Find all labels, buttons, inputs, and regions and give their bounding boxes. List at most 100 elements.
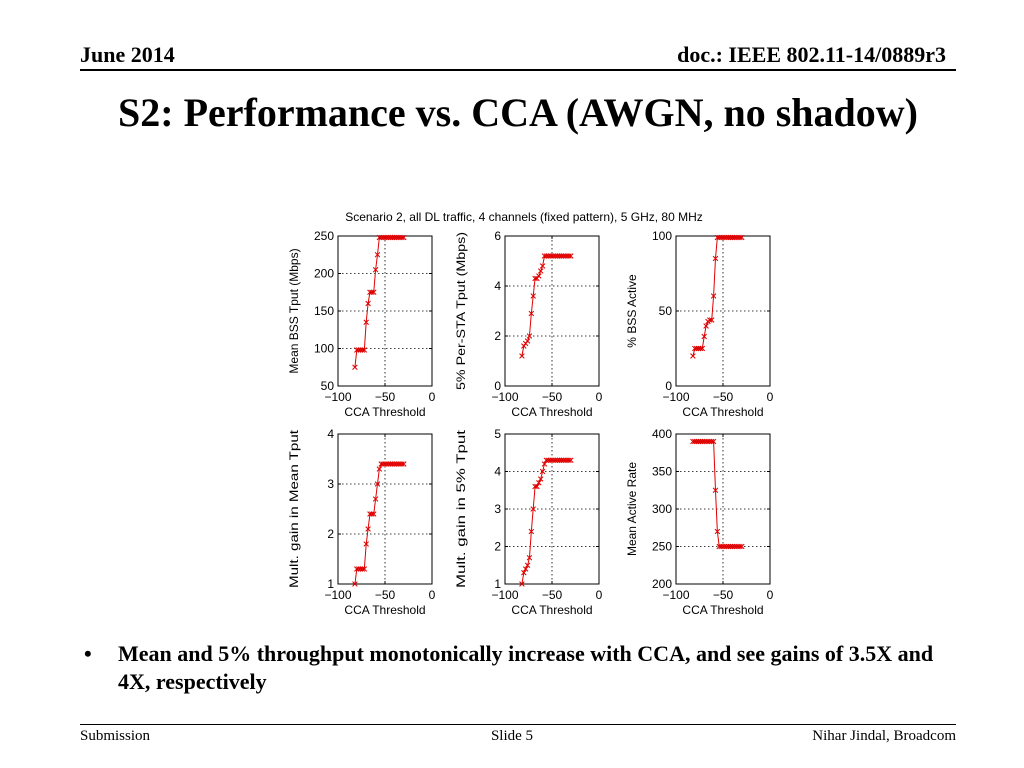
data-point-marker: [737, 543, 743, 550]
y-tick-label: 4: [494, 465, 501, 479]
data-point-marker: [526, 333, 533, 339]
y-tick-label: 4: [494, 279, 501, 293]
data-point-marker: [710, 293, 717, 299]
header-rule: [80, 69, 956, 71]
data-point-marker: [712, 487, 719, 494]
data-point-marker: [712, 255, 719, 262]
data-point-marker: [376, 466, 383, 472]
x-tick-label: −50: [375, 588, 396, 602]
x-tick-label: 0: [767, 588, 774, 602]
y-tick-label: 3: [494, 502, 501, 516]
subplot-3: −100 −50 0 0 50 100 CCA Threshold % BSS Active: [625, 229, 774, 419]
data-point-marker: [361, 566, 368, 572]
figure: Scenario 2, all DL traffic, 4 channels (…: [255, 204, 795, 618]
subplot-1: −100 −50 0 50 100 150 200 250 CCA Threshold Mean …: [287, 229, 436, 419]
y-axis-label: 5% Per-STA Tput (Mbps): [454, 232, 468, 390]
data-point-marker: [374, 481, 381, 487]
y-tick-label: 200: [314, 267, 334, 281]
y-tick-label: 1: [327, 577, 334, 591]
data-point-marker: [401, 234, 407, 241]
data-point-marker: [372, 496, 379, 502]
figure-suptitle: Scenario 2, all DL traffic, 4 channels (…: [345, 210, 703, 224]
data-point-marker: [522, 566, 529, 572]
data-point-marker: [519, 353, 525, 359]
data-point-marker: [359, 347, 366, 353]
x-tick-label: −100: [324, 588, 351, 602]
data-point-marker: [372, 266, 379, 273]
data-point-marker: [697, 345, 704, 352]
y-tick-label: 50: [321, 379, 335, 393]
bullet-item: Mean and 5% throughput monotonically inc…: [80, 640, 944, 696]
x-tick-label: 0: [429, 588, 436, 602]
data-point-marker: [524, 338, 531, 344]
y-tick-label: 3: [327, 477, 334, 491]
x-axis-label: CCA Threshold: [344, 603, 425, 617]
y-tick-label: 0: [494, 379, 501, 393]
data-point-marker: [539, 263, 546, 269]
data-point-marker: [530, 506, 536, 512]
data-point-marker: [566, 253, 572, 259]
plot-area: [505, 434, 599, 584]
y-tick-label: 2: [327, 527, 334, 541]
data-point-marker: [526, 554, 533, 561]
data-point-marker: [401, 461, 407, 467]
y-tick-label: 1: [494, 577, 501, 591]
y-tick-label: 4: [327, 427, 334, 441]
data-point-marker: [359, 566, 366, 572]
x-axis-label: CCA Threshold: [682, 603, 763, 617]
y-tick-label: 100: [314, 342, 334, 356]
header-date: June 2014: [80, 42, 175, 67]
y-tick-label: 400: [652, 427, 672, 441]
data-point-marker: [737, 234, 743, 241]
x-axis-label: CCA Threshold: [682, 405, 763, 419]
subplot-2: −100 −50 0 0 2 4 6 CCA Threshold 5% Per-STA Tput…: [454, 229, 603, 419]
data-point-marker: [361, 347, 368, 353]
y-tick-label: 2: [494, 540, 501, 554]
data-point-marker: [528, 310, 535, 317]
data-point-marker: [566, 457, 572, 464]
y-axis-label: Mult. gain in 5% Tput: [454, 429, 468, 588]
data-point-marker: [530, 293, 536, 299]
subplot-6: −100 −50 0 200 250 300 350 400 CCA Threshold Mean…: [625, 427, 774, 617]
data-point-marker: [528, 528, 535, 535]
y-tick-label: 5: [494, 427, 501, 441]
data-point-marker: [369, 511, 375, 517]
data-point-marker: [399, 461, 405, 467]
data-point-marker: [536, 479, 542, 486]
plot-area: [338, 434, 432, 584]
data-point-marker: [536, 273, 542, 279]
data-point-marker: [519, 581, 525, 587]
data-point-marker: [370, 511, 377, 517]
data-point-marker: [708, 317, 715, 323]
x-tick-label: −100: [491, 390, 518, 404]
x-axis-label: CCA Threshold: [344, 405, 425, 419]
x-tick-label: −100: [662, 588, 689, 602]
y-tick-label: 300: [652, 502, 672, 516]
data-point-marker: [699, 345, 706, 352]
data-point-marker: [707, 317, 713, 323]
data-point-marker: [363, 541, 369, 547]
bullet-list: Mean and 5% throughput monotonically inc…: [80, 640, 944, 696]
data-point-marker: [739, 234, 745, 241]
footer-author: Nihar Jindal, Broadcom: [812, 728, 956, 744]
plot-area: [676, 236, 770, 386]
data-point-marker: [568, 457, 574, 464]
footer-rule: [80, 724, 956, 725]
data-point-marker: [352, 581, 358, 587]
x-tick-label: 0: [767, 390, 774, 404]
x-tick-label: 0: [429, 390, 436, 404]
data-point-marker: [399, 234, 405, 241]
y-tick-label: 0: [665, 379, 672, 393]
x-tick-label: −50: [713, 390, 734, 404]
x-tick-label: −50: [542, 390, 563, 404]
data-point-marker: [534, 483, 540, 490]
data-point-marker: [690, 353, 696, 359]
y-tick-label: 2: [494, 329, 501, 343]
x-tick-label: −100: [491, 588, 518, 602]
data-point-marker: [521, 569, 527, 576]
chart-figure: Scenario 2, all DL traffic, 4 channels (…: [287, 210, 774, 617]
y-tick-label: 100: [652, 229, 672, 243]
data-point-marker: [537, 476, 544, 482]
plot-area: [676, 434, 770, 584]
